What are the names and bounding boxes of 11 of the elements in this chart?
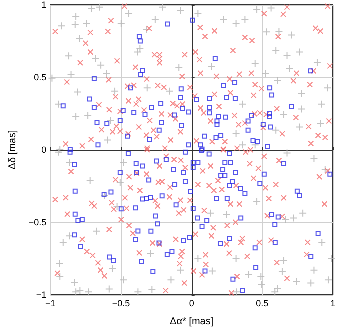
y-tick-label: −0.5 xyxy=(28,218,47,228)
y-tick-label: 1 xyxy=(42,0,47,10)
x-tick-label: 1 xyxy=(330,298,336,308)
x-tick-label: 0.5 xyxy=(256,298,269,308)
y-tick-label: 0 xyxy=(42,145,47,155)
x-axis-title: Δα* [mas] xyxy=(170,316,214,328)
y-tick-label: −1 xyxy=(36,290,47,300)
y-tick-label: 0.5 xyxy=(34,72,47,82)
x-tick-label: −0.5 xyxy=(112,298,130,308)
x-tick-label: 0 xyxy=(189,298,194,308)
y-axis-title: Δδ [mas] xyxy=(8,130,18,170)
